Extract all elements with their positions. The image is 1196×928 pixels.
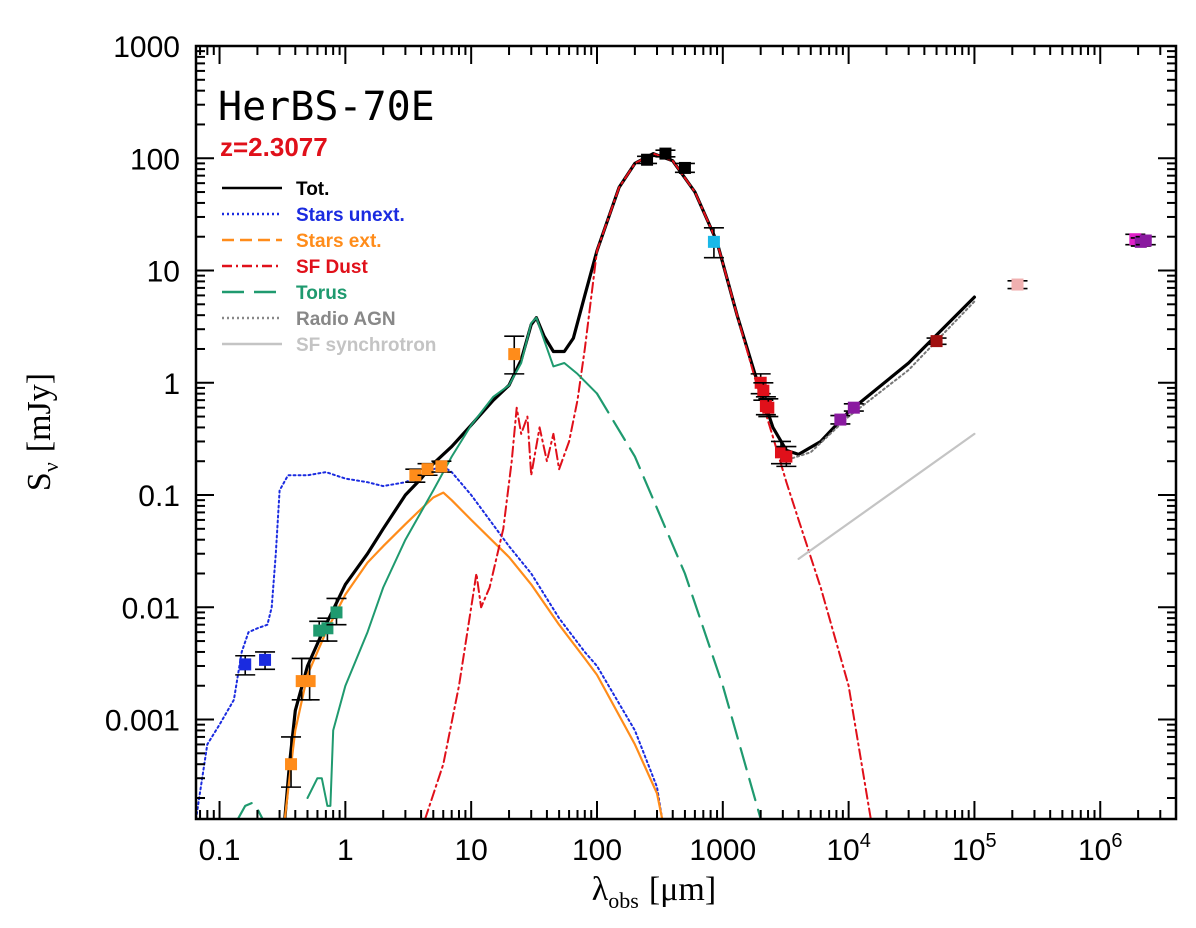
data-point bbox=[926, 335, 947, 348]
data-point bbox=[843, 401, 864, 414]
series-radio-agn-curve bbox=[781, 300, 976, 463]
y-tick-label: 10 bbox=[147, 256, 180, 289]
y-axis-symbol: S bbox=[21, 472, 58, 491]
ticks-layer bbox=[196, 45, 1177, 819]
data-point bbox=[255, 651, 276, 671]
plot-frame bbox=[194, 44, 1178, 821]
x-axis-symbol: λ bbox=[592, 871, 609, 908]
x-axis-unit: [μm] bbox=[649, 871, 716, 908]
legend-label: Stars ext. bbox=[296, 231, 382, 252]
data-point bbox=[326, 597, 347, 626]
data-point bbox=[637, 153, 658, 166]
legend-label: SF synchrotron bbox=[296, 335, 436, 356]
chart-title: HerBS-70E bbox=[218, 84, 435, 130]
data-point bbox=[703, 227, 724, 259]
legend-label: SF Dust bbox=[296, 257, 368, 278]
legend-item: SF Dust bbox=[222, 257, 368, 278]
x-tick-label: 104 bbox=[826, 830, 871, 867]
data-point-marker bbox=[285, 758, 298, 771]
y-tick-label: 1 bbox=[163, 368, 180, 401]
data-point-marker bbox=[508, 348, 521, 361]
redshift-label: z=2.3077 bbox=[220, 132, 328, 162]
x-tick-label: 100 bbox=[572, 834, 622, 867]
data-point-marker bbox=[259, 653, 272, 666]
series-torus-curve bbox=[306, 316, 598, 807]
x-axis-title: λobs [μm] bbox=[592, 871, 716, 913]
y-tick-label: 0.1 bbox=[138, 480, 180, 513]
legend-item: Tot. bbox=[222, 179, 329, 200]
series-torus-curve bbox=[236, 802, 264, 819]
data-point bbox=[1007, 278, 1028, 291]
data-point-marker bbox=[707, 235, 720, 248]
data-point bbox=[405, 468, 426, 484]
data-point-marker bbox=[421, 463, 434, 476]
data-point bbox=[504, 335, 525, 375]
x-tick-label: 1000 bbox=[689, 834, 756, 867]
data-point bbox=[281, 736, 302, 788]
x-tick-label: 106 bbox=[1078, 830, 1123, 867]
data-point-marker bbox=[1011, 278, 1024, 291]
legend-label: Radio AGN bbox=[296, 309, 396, 330]
tick-labels: 0.1 1 10 100 1000 104 105 106 0.001 0.01 0.1 1 10 100… bbox=[105, 31, 1123, 867]
legend-item: Stars unext. bbox=[222, 205, 405, 226]
data-point bbox=[776, 445, 797, 468]
y-axis-subscript: ν bbox=[38, 462, 63, 472]
data-point bbox=[655, 147, 676, 160]
data-point-marker bbox=[330, 606, 343, 619]
data-point-marker bbox=[678, 161, 691, 174]
data-point-marker bbox=[1139, 234, 1152, 247]
data-point bbox=[758, 397, 779, 418]
series-stars-ext-curve bbox=[283, 491, 664, 819]
y-tick-label: 0.01 bbox=[122, 592, 180, 625]
y-tick-label: 0.001 bbox=[105, 705, 180, 738]
data-point bbox=[299, 657, 320, 701]
legend-label: Torus bbox=[296, 283, 347, 304]
series-sf-synchrotron-curve bbox=[797, 432, 976, 560]
data-point bbox=[431, 460, 452, 473]
data-point-marker bbox=[930, 335, 943, 348]
data-point-marker bbox=[762, 401, 775, 414]
y-tick-label: 1000 bbox=[113, 31, 180, 64]
legend-item: SF synchrotron bbox=[222, 335, 436, 356]
data-point bbox=[830, 413, 851, 426]
legend-item: Radio AGN bbox=[222, 309, 396, 330]
data-point bbox=[1135, 234, 1156, 247]
data-point-marker bbox=[834, 413, 847, 426]
legend: Tot. Stars unext. Stars ext. SF Dust Torus Ra… bbox=[222, 179, 436, 356]
legend-label: Stars unext. bbox=[296, 205, 405, 226]
data-point-marker bbox=[641, 153, 654, 166]
data-point bbox=[417, 462, 438, 477]
legend-item: Torus bbox=[222, 283, 347, 304]
data-point-marker bbox=[435, 460, 448, 473]
data-point-marker bbox=[757, 384, 770, 397]
legend-item: Stars ext. bbox=[222, 231, 382, 252]
x-tick-label: 0.1 bbox=[199, 834, 241, 867]
x-tick-label: 1 bbox=[337, 834, 354, 867]
x-tick-label: 105 bbox=[952, 830, 997, 867]
points-layer bbox=[235, 147, 1156, 788]
legend-label: Tot. bbox=[296, 179, 329, 200]
y-axis-unit: [mJy] bbox=[21, 373, 58, 452]
data-point-marker bbox=[409, 469, 422, 482]
y-axis-title: Sν [mJy] bbox=[21, 373, 63, 491]
x-tick-label: 10 bbox=[454, 834, 487, 867]
data-point-marker bbox=[659, 147, 672, 160]
series-torus-curve bbox=[595, 392, 762, 819]
data-point-marker bbox=[303, 675, 316, 688]
x-axis-subscript: obs bbox=[608, 888, 639, 913]
data-point-marker bbox=[847, 401, 860, 414]
series-stars-unext-curve bbox=[196, 465, 664, 819]
data-point-marker bbox=[780, 450, 793, 463]
data-point bbox=[674, 161, 695, 174]
series-sf-dust-curve bbox=[424, 152, 872, 819]
y-tick-label: 100 bbox=[130, 143, 180, 176]
data-point-marker bbox=[239, 658, 252, 671]
data-point bbox=[235, 654, 256, 676]
